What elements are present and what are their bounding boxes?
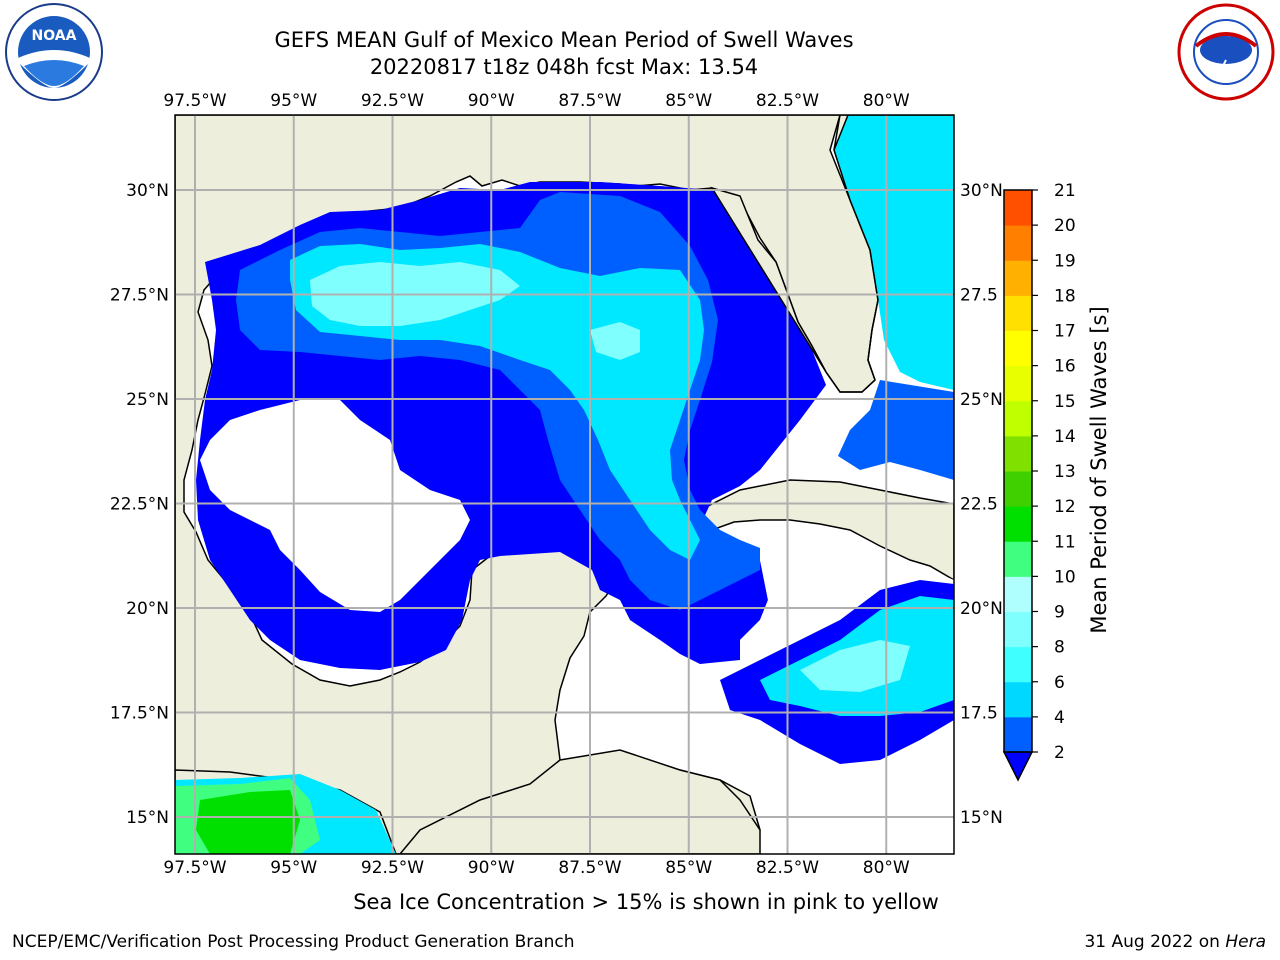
lon-label-bottom: 90°W — [468, 858, 515, 878]
colorbar-segment — [1004, 330, 1032, 367]
colorbar-tick-label: 11 — [1054, 532, 1076, 552]
lon-label-bottom: 95°W — [270, 858, 317, 878]
lat-label-left: 17.5°N — [110, 704, 169, 724]
lat-label-right: 27.5 — [960, 286, 998, 306]
colorbar-tick-label: 20 — [1054, 216, 1076, 236]
colorbar-tick-label: 9 — [1054, 603, 1065, 623]
land-cuba — [698, 479, 954, 581]
chart-subtitle: 20220817 t18z 048h fcst Max: 13.54 — [369, 55, 759, 79]
colorbar-segment — [1004, 260, 1032, 296]
lat-label-right: 22.5 — [960, 495, 998, 515]
no-data-area-west — [200, 400, 470, 612]
colorbar-segment — [1004, 506, 1032, 542]
colorbar-segment — [1004, 576, 1032, 612]
colorbar-tick-label: 13 — [1054, 462, 1076, 482]
lon-label-bottom: 92.5°W — [361, 858, 424, 878]
colorbar-segment — [1004, 400, 1032, 437]
colorbar-tick-label: 2 — [1054, 743, 1065, 763]
colorbar-segment — [1004, 295, 1032, 331]
colorbar-tick-label: 12 — [1054, 497, 1076, 517]
land-honduras — [399, 749, 761, 854]
colorbar-segment — [1004, 611, 1032, 648]
lon-label-top: 95°W — [270, 91, 317, 111]
footer-date: 31 Aug 2022 on Hera — [1084, 932, 1266, 952]
colorbar-tick-label: 4 — [1054, 708, 1065, 728]
lat-label-left: 25°N — [126, 390, 169, 410]
graticule — [175, 115, 954, 854]
lon-label-top: 92.5°W — [361, 91, 424, 111]
colorbar-segment — [1004, 471, 1032, 507]
no-data-area-east — [740, 550, 954, 668]
lat-label-right: 30°N — [960, 181, 1003, 201]
colorbar-tick-label: 21 — [1054, 181, 1076, 201]
longitude-labels-bottom: 97.5°W 95°W 92.5°W 90°W 87.5°W 85°W 82.5°W 80°W — [163, 858, 909, 878]
colorbar-tick-label: 16 — [1054, 357, 1076, 377]
swell-contour-pacific-greener — [196, 790, 300, 854]
lat-label-left: 22.5°N — [110, 495, 169, 515]
colorbar-segment — [1004, 365, 1032, 402]
colorbar-tick-label: 10 — [1054, 567, 1076, 587]
noaa-logo: NOAA — [4, 2, 104, 102]
lon-label-bottom: 82.5°W — [756, 858, 819, 878]
colorbar-segment — [1004, 541, 1032, 577]
lon-label-top: 97.5°W — [163, 91, 226, 111]
lon-label-top: 90°W — [468, 91, 515, 111]
nws-logo — [1176, 2, 1276, 102]
colorbar-label: Mean Period of Swell Waves [s] — [1087, 306, 1111, 633]
footer-host: Hera — [1225, 932, 1266, 952]
lat-label-left: 20°N — [126, 599, 169, 619]
latitude-labels-right: 30°N 27.5 25°N 22.5 20°N 17.5 15°N — [960, 181, 1003, 828]
lon-label-top: 82.5°W — [756, 91, 819, 111]
colorbar-tick-label: 17 — [1054, 322, 1076, 342]
lat-label-left: 30°N — [126, 181, 169, 201]
swell-contour-atlantic-blue — [838, 380, 954, 480]
longitude-labels-top: 97.5°W 95°W 92.5°W 90°W 87.5°W 85°W 82.5°W 80°W — [163, 91, 909, 111]
colorbar-segment — [1004, 681, 1032, 718]
lat-label-left: 27.5°N — [110, 286, 169, 306]
colorbar-segment — [1004, 190, 1032, 226]
latitude-labels-left: 30°N 27.5°N 25°N 22.5°N 20°N 17.5°N 15°N — [110, 181, 169, 828]
lat-label-right: 20°N — [960, 599, 1003, 619]
map-frame — [174, 114, 955, 855]
colorbar-segment — [1004, 435, 1032, 472]
swell-contour-caribbean-light — [800, 640, 910, 692]
lon-label-top: 87.5°W — [558, 91, 621, 111]
lat-label-right: 25°N — [960, 390, 1003, 410]
colorbar-tick-label: 15 — [1054, 392, 1076, 412]
footer-date-text: 31 Aug 2022 on — [1084, 932, 1220, 952]
colorbar-tick-label: 19 — [1054, 251, 1076, 271]
colorbar-segment — [1004, 716, 1032, 753]
colorbar-tick-label: 14 — [1054, 427, 1076, 447]
land-florida — [710, 115, 954, 393]
lat-label-right: 15°N — [960, 808, 1003, 828]
lon-label-bottom: 97.5°W — [163, 858, 226, 878]
colorbar-tick-label: 18 — [1054, 286, 1076, 306]
colorbar-tick-label: 8 — [1054, 638, 1065, 658]
colorbar-tick-label: 6 — [1054, 673, 1065, 693]
map-caption: Sea Ice Concentration > 15% is shown in … — [353, 890, 939, 914]
lat-label-right: 17.5 — [960, 704, 998, 724]
chart-title: GEFS MEAN Gulf of Mexico Mean Period of … — [274, 28, 854, 52]
footer-credit: NCEP/EMC/Verification Post Processing Pr… — [12, 932, 575, 952]
no-data-area-south — [600, 680, 830, 770]
lon-label-top: 85°W — [665, 91, 712, 111]
swell-contour-atlantic — [834, 115, 954, 390]
colorbar-segment — [1004, 646, 1032, 683]
lon-label-top: 80°W — [863, 91, 910, 111]
lon-label-bottom: 87.5°W — [558, 858, 621, 878]
swell-contour-8-9s-central — [590, 322, 640, 360]
lon-label-bottom: 85°W — [665, 858, 712, 878]
colorbar-segment — [1004, 225, 1032, 261]
colorbar-under-triangle — [1002, 751, 1034, 782]
colorbar: 2 4 6 8 9 10 11 12 13 14 15 16 17 18 19 20 21 — [1002, 181, 1076, 782]
lat-label-left: 15°N — [126, 808, 169, 828]
svg-text:NOAA: NOAA — [32, 28, 77, 44]
lon-label-bottom: 80°W — [863, 858, 910, 878]
